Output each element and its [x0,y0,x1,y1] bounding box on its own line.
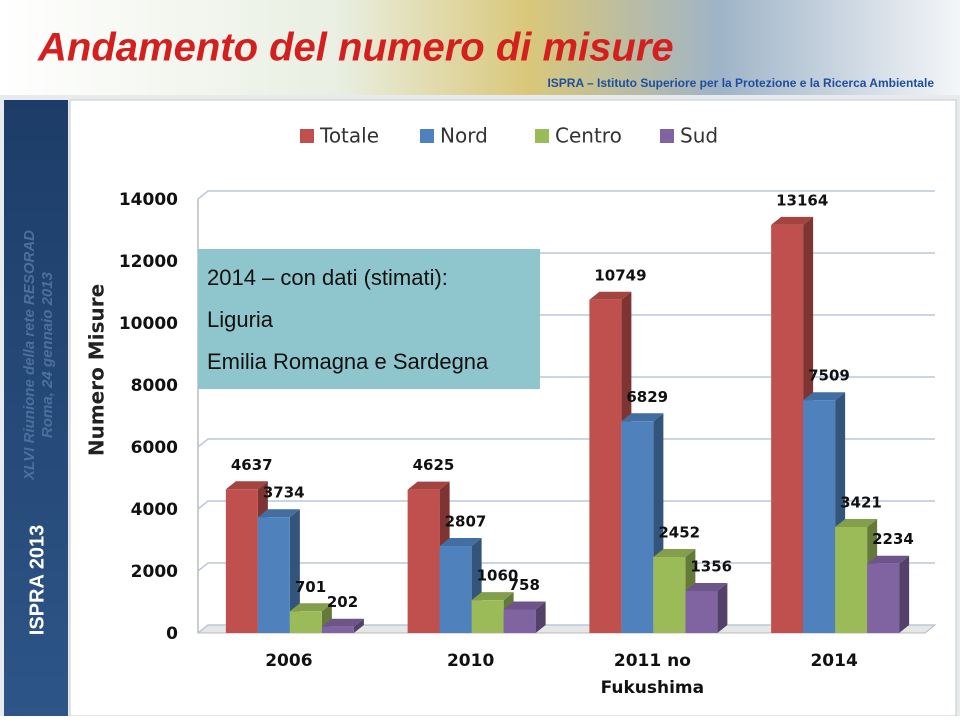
x-tick-label: 2011 no Fukushima [601,651,705,698]
data-label: 1060 [477,567,519,585]
bar-top [321,618,364,627]
data-label: 6829 [626,388,668,406]
bar-top [503,601,546,610]
bar [257,517,290,633]
y-axis-title: Numero Misure [85,284,109,456]
y-tick-label: 12000 [119,252,178,272]
y-tick-label: 8000 [131,376,178,396]
bar [803,400,836,633]
data-label: 701 [295,578,326,596]
bar-top [621,413,664,422]
sidebar [4,100,68,716]
data-label: 4625 [413,456,455,474]
bar [621,421,654,633]
bar-top [289,603,332,612]
bar-top [407,481,450,490]
annotation-line: Emilia Romagna e Sardegna [207,349,489,374]
bar-top [257,509,300,518]
bar-top [803,392,846,401]
data-label: 10749 [594,266,646,284]
x-tick-label: 2010 [447,651,494,671]
annotation-line: 2014 – con dati (stimati): [207,265,448,290]
bar [685,590,718,633]
bar [867,563,900,633]
data-label: 202 [327,593,358,611]
legend-swatch [660,129,674,143]
legend-label: Nord [440,124,488,148]
y-tick-label: 14000 [119,190,178,210]
header-bg [0,0,960,95]
grid-line [197,500,935,510]
slide-title: Andamento del numero di misure [37,26,674,70]
y-tick-label: 0 [166,624,178,644]
annotation-line: Liguria [207,307,274,332]
bar-top [867,555,910,564]
legend-swatch [535,129,549,143]
data-label: 3421 [840,493,882,511]
y-tick-label: 10000 [119,314,178,334]
bar-top [589,291,632,300]
data-label: 2234 [872,530,914,548]
data-label: 2807 [445,512,487,530]
annotation-box [198,249,540,389]
sidebar-brand: ISPRA 2013 [26,525,48,635]
bar-top [439,537,482,546]
y-tick-label: 4000 [131,500,178,520]
data-label: 758 [509,576,540,594]
data-label: 7509 [808,367,850,385]
bar-top [685,582,728,591]
bar-top [771,216,814,225]
bar [289,611,322,633]
annotation: 2014 – con dati (stimati): Liguria Emilia … [198,249,540,389]
bar [321,626,354,633]
data-label: 3734 [263,484,305,502]
bar [503,609,536,633]
data-label: 4637 [231,456,273,474]
bar-side [899,555,910,633]
legend-label: Centro [555,124,622,148]
y-tick-label: 6000 [131,438,178,458]
bar-top [471,592,514,601]
bar-side [353,618,364,633]
x-tick-label: 2014 [810,651,857,671]
bar [653,556,686,633]
bar-side [717,582,728,633]
bar [835,526,868,633]
legend-swatch [300,129,314,143]
legend-label: Sud [680,124,718,148]
bar [771,224,804,633]
x-tick-label: 2006 [265,651,312,671]
data-label: 13164 [776,191,828,209]
bar-top [835,518,878,527]
sidebar-event: XLVI Riunione della rete RESORAD [21,230,38,481]
sidebar-date: Roma, 24 gennaio 2013 [39,271,56,438]
bar [589,299,622,633]
data-label: 1356 [690,557,732,575]
bar-top [653,548,696,557]
bar-side [535,601,546,633]
bar [439,545,472,633]
bar [407,489,440,633]
bar-side [289,509,300,633]
grid-line [197,438,935,448]
bar [225,489,258,633]
subtitle: ISPRA – Istituto Superiore per la Protez… [547,76,934,90]
y-tick-label: 2000 [131,562,178,582]
grid-line [197,190,935,200]
legend-label: Totale [319,124,379,148]
bar-top [225,481,268,490]
data-label: 2452 [658,523,700,541]
bar [471,600,504,633]
plot: 0 2000 4000 6000 8000 10000 12000 14000 Totale No… [119,124,937,698]
legend-swatch [420,129,434,143]
